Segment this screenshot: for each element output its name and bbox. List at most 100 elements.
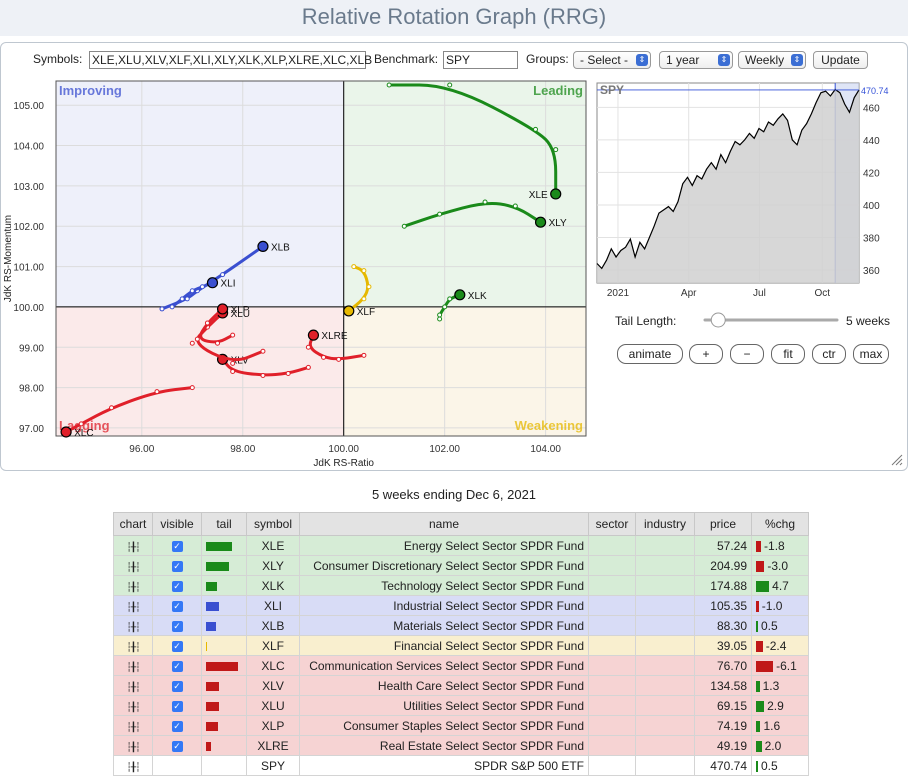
y-tick-label: 104.00: [13, 142, 44, 153]
visible-checkbox[interactable]: ✓: [171, 620, 183, 632]
head-xlf[interactable]: [343, 305, 355, 317]
table-row[interactable]: ┆╂┆ ✓ XLK Technology Select Sector SPDR Fun…: [113, 575, 809, 596]
symbol-cell: XLY: [246, 555, 300, 576]
spy-x-tick-label: Oct: [815, 288, 831, 299]
industry-cell: [635, 555, 695, 576]
center-button[interactable]: ctr: [812, 344, 846, 364]
table-row[interactable]: ┆╂┆ ✓ XLI Industrial Select Sector SPDR Fun…: [113, 595, 809, 616]
candlestick-chart-icon[interactable]: ┆╂┆: [126, 721, 140, 732]
tail-point: [305, 364, 311, 370]
table-row[interactable]: ┆╂┆ ✓ XLV Health Care Select Sector SPDR Fu…: [113, 675, 809, 696]
table-row[interactable]: ┆╂┆ SPY SPDR S&P 500 ETF 470.74 0.5: [113, 755, 809, 776]
pct-change-value: -1.0: [761, 598, 783, 613]
visible-checkbox[interactable]: ✓: [171, 580, 183, 592]
zoom-in-button[interactable]: +: [689, 344, 723, 364]
table-row[interactable]: ┆╂┆ ✓ XLF Financial Select Sector SPDR Fund…: [113, 635, 809, 656]
tail-length-bar: [206, 701, 219, 711]
table-row[interactable]: ┆╂┆ ✓ XLE Energy Select Sector SPDR Fund 57.…: [113, 535, 809, 556]
table-row[interactable]: ┆╂┆ ✓ XLY Consumer Discretionary Select Sec…: [113, 555, 809, 576]
tail-length-value: 5 weeks: [846, 314, 891, 328]
visible-checkbox[interactable]: ✓: [171, 600, 183, 612]
head-xlk[interactable]: [454, 289, 466, 301]
head-xlp[interactable]: [216, 303, 229, 315]
column-header-name[interactable]: name: [299, 512, 589, 536]
pct-change-value: 2.9: [767, 698, 784, 713]
candlestick-chart-icon[interactable]: ┆╂┆: [126, 561, 140, 572]
industry-cell: [635, 655, 695, 676]
visible-checkbox[interactable]: ✓: [171, 740, 183, 752]
period-select[interactable]: 1 year ⇕: [659, 51, 733, 69]
table-row[interactable]: ┆╂┆ ✓ XLB Materials Select Sector SPDR Fund…: [113, 615, 809, 636]
interval-select[interactable]: Weekly ⇕: [738, 51, 806, 69]
column-header-visible[interactable]: visible: [152, 512, 202, 536]
candlestick-chart-icon[interactable]: ┆╂┆: [126, 641, 140, 652]
candlestick-chart-icon[interactable]: ┆╂┆: [126, 541, 140, 552]
tail-length-label: Tail Length:: [615, 314, 677, 328]
table-header-row: chart visible tail symbol name sector industry…: [113, 512, 809, 536]
fit-button[interactable]: fit: [771, 344, 805, 364]
visible-checkbox[interactable]: ✓: [171, 640, 183, 652]
groups-select[interactable]: - Select - ⇕: [573, 51, 651, 69]
symbol-cell: XLB: [246, 615, 300, 636]
tail-length-slider[interactable]: [701, 311, 841, 329]
tail-point: [159, 306, 165, 312]
y-tick-label: 100.00: [13, 303, 44, 314]
series-label-xlk: XLK: [468, 291, 487, 302]
slider-handle[interactable]: [710, 312, 726, 328]
column-header-tail[interactable]: tail: [201, 512, 247, 536]
column-header-price[interactable]: price: [694, 512, 752, 536]
tail-point: [361, 268, 367, 274]
candlestick-chart-icon[interactable]: ┆╂┆: [126, 741, 140, 752]
candlestick-chart-icon[interactable]: ┆╂┆: [126, 701, 140, 712]
series-label-xlu: XLU: [231, 309, 250, 320]
column-header-symbol[interactable]: symbol: [246, 512, 300, 536]
table-row[interactable]: ┆╂┆ ✓ XLU Utilities Select Sector SPDR Fund…: [113, 695, 809, 716]
industry-cell: [635, 755, 695, 776]
column-header-pctchg[interactable]: %chg: [751, 512, 809, 536]
spy-y-tick-label: 420: [863, 168, 880, 179]
tail-point: [437, 312, 443, 318]
animate-button[interactable]: animate: [617, 344, 683, 364]
symbols-table: chart visible tail symbol name sector industry…: [113, 512, 809, 776]
tail-xlv: [221, 357, 310, 377]
symbols-input[interactable]: XLE,XLU,XLV,XLF,XLI,XLY,XLK,XLP,XLRE,XLC…: [89, 51, 372, 69]
candlestick-chart-icon[interactable]: ┆╂┆: [126, 601, 140, 612]
visible-checkbox[interactable]: ✓: [171, 560, 183, 572]
column-header-sector[interactable]: sector: [588, 512, 636, 536]
industry-cell: [635, 675, 695, 696]
visible-checkbox[interactable]: ✓: [171, 540, 183, 552]
symbol-cell: XLE: [246, 535, 300, 556]
visible-checkbox[interactable]: ✓: [171, 720, 183, 732]
name-cell: Financial Select Sector SPDR Fund: [299, 635, 589, 656]
column-header-industry[interactable]: industry: [635, 512, 695, 536]
candlestick-chart-icon[interactable]: ┆╂┆: [126, 621, 140, 632]
visible-checkbox[interactable]: ✓: [171, 700, 183, 712]
table-row[interactable]: ┆╂┆ ✓ XLRE Real Estate Select Sector SPDR F…: [113, 735, 809, 756]
candlestick-chart-icon[interactable]: ┆╂┆: [126, 761, 140, 772]
visible-checkbox[interactable]: ✓: [171, 680, 183, 692]
tail-length-bar: [206, 621, 216, 631]
head-xlb[interactable]: [257, 240, 269, 252]
table-row[interactable]: ┆╂┆ ✓ XLC Communication Services Select Sec…: [113, 655, 809, 676]
quadrant-label-leading: Leading: [533, 83, 583, 98]
head-xlc[interactable]: [60, 426, 72, 438]
candlestick-chart-icon[interactable]: ┆╂┆: [126, 681, 140, 692]
name-cell: Materials Select Sector SPDR Fund: [299, 615, 589, 636]
benchmark-input[interactable]: SPY: [443, 51, 518, 69]
max-button[interactable]: max: [853, 344, 889, 364]
resize-handle-icon[interactable]: [891, 454, 903, 466]
head-xlre[interactable]: [307, 329, 320, 341]
zoom-out-button[interactable]: −: [730, 344, 764, 364]
visible-checkbox[interactable]: ✓: [171, 660, 183, 672]
head-xli[interactable]: [206, 277, 219, 289]
update-button[interactable]: Update: [813, 51, 868, 69]
candlestick-chart-icon[interactable]: ┆╂┆: [126, 661, 140, 672]
candlestick-chart-icon[interactable]: ┆╂┆: [126, 581, 140, 592]
column-header-chart[interactable]: chart: [113, 512, 153, 536]
head-xle[interactable]: [550, 188, 562, 200]
pct-change-bar: [756, 740, 762, 752]
plot-frame: [55, 80, 587, 437]
table-row[interactable]: ┆╂┆ ✓ XLP Consumer Staples Select Sector SP…: [113, 715, 809, 736]
industry-cell: [635, 735, 695, 756]
head-xly[interactable]: [534, 216, 547, 228]
